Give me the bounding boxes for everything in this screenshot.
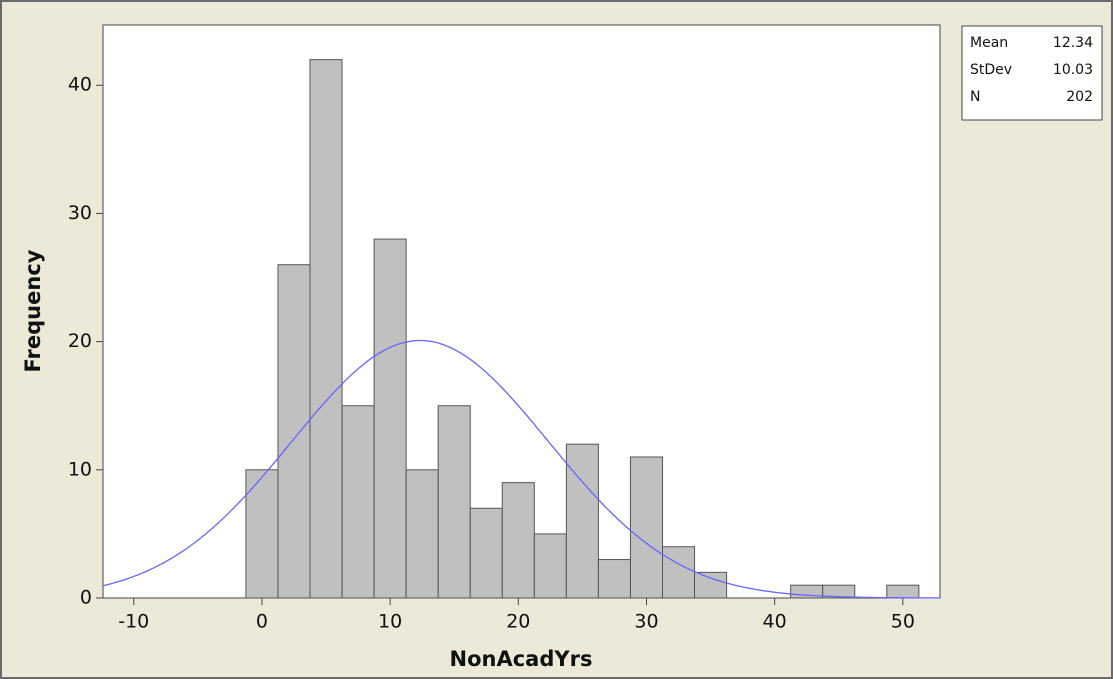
- stat-value: 202: [1066, 89, 1093, 105]
- bar: [694, 571, 728, 599]
- x-tick-label: 40: [763, 611, 787, 633]
- bar: [565, 443, 599, 599]
- bar: [341, 405, 375, 599]
- x-tick-label: 30: [634, 611, 658, 633]
- x-tick-label: 50: [891, 611, 915, 633]
- y-tick-label: 10: [68, 458, 92, 480]
- y-tick-label: 20: [68, 330, 92, 352]
- x-tick-label: 0: [256, 611, 268, 633]
- stat-label: StDev: [970, 62, 1012, 78]
- bar: [661, 546, 696, 599]
- bar: [597, 559, 631, 599]
- stat-label: N: [970, 89, 980, 105]
- y-tick-label: 0: [80, 587, 92, 609]
- x-axis-title: NonAcadYrs: [450, 647, 593, 671]
- bar: [373, 238, 407, 599]
- stats-box: [961, 25, 1103, 121]
- x-tick-label: 10: [378, 611, 402, 633]
- bar: [629, 456, 663, 599]
- bar: [469, 507, 503, 599]
- x-tick-label: -10: [118, 611, 149, 633]
- y-tick-label: 40: [68, 74, 92, 96]
- bar: [309, 59, 343, 599]
- bar: [886, 584, 920, 599]
- stat-value: 12.34: [1053, 35, 1093, 51]
- stat-label: Mean: [970, 35, 1008, 51]
- x-tick-label: 20: [506, 611, 530, 633]
- bar: [822, 584, 856, 599]
- y-tick-label: 30: [68, 202, 92, 224]
- fit-curve: [102, 339, 940, 599]
- bar: [533, 533, 567, 599]
- stat-value: 10.03: [1053, 62, 1093, 78]
- bar: [405, 469, 439, 599]
- y-axis-title: Frequency: [21, 249, 45, 372]
- bar: [245, 469, 279, 599]
- bar: [277, 264, 311, 599]
- bar: [501, 482, 535, 599]
- bar: [437, 405, 471, 599]
